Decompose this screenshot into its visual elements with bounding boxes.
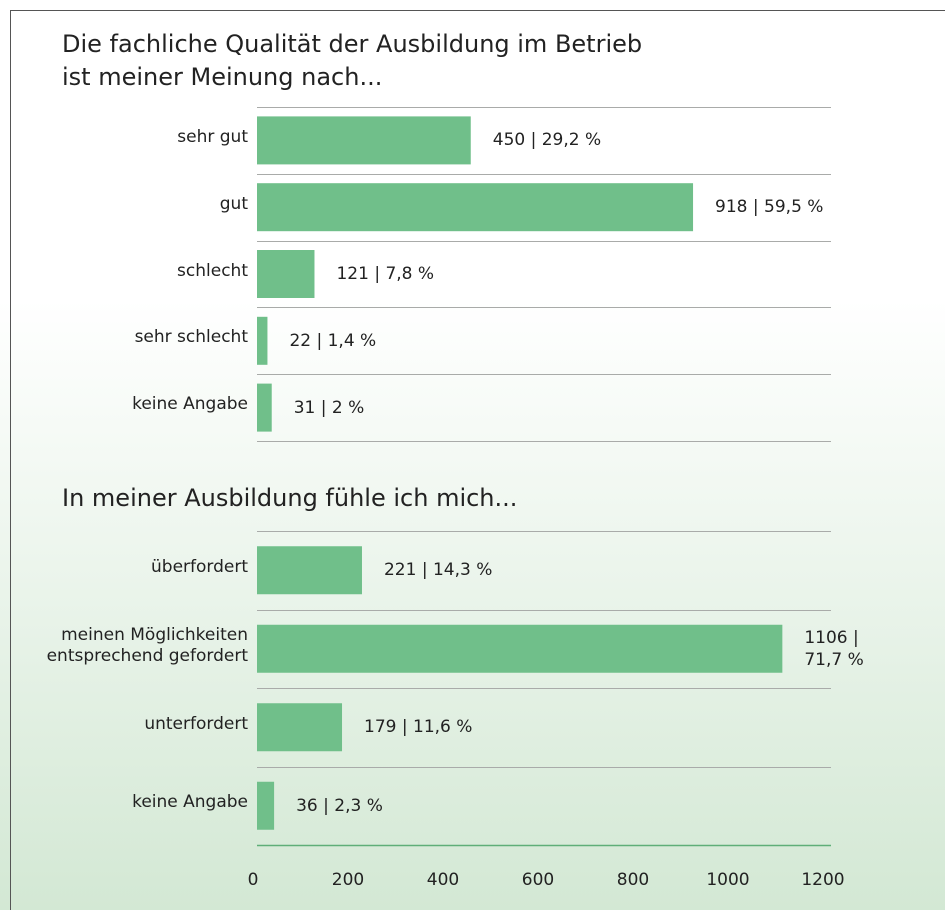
bar	[257, 116, 471, 165]
x-tick-label: 1200	[801, 870, 845, 890]
value-label: 221 | 14,3 %	[383, 560, 493, 581]
x-tick-label: 1000	[706, 870, 750, 890]
x-tick-label: 0	[247, 870, 259, 890]
category-label: schlecht	[177, 260, 248, 281]
value-label: 22 | 1,4 %	[289, 330, 377, 351]
chart-title: Die fachliche Qualität der Ausbildung im…	[62, 30, 643, 91]
x-tick-label: 600	[521, 870, 555, 890]
value-label: 918 | 59,5 %	[715, 197, 824, 218]
bar	[257, 250, 315, 298]
bar	[257, 546, 362, 595]
category-label: überfordert	[151, 556, 248, 577]
bar	[257, 183, 694, 232]
bar	[257, 781, 275, 830]
value-label: 450 | 29,2 %	[492, 130, 602, 151]
value-label: 179 | 11,6 %	[364, 717, 473, 738]
value-label: 31 | 2 %	[293, 397, 365, 418]
value-label: 121 | 7,8 %	[336, 264, 435, 284]
x-tick-label: 800	[616, 870, 650, 890]
bar	[257, 316, 268, 365]
value-label: 36 | 2,3 %	[296, 795, 383, 816]
category-label: gut	[219, 193, 248, 214]
category-label: keine Angabe	[132, 792, 248, 813]
value-label: 1106 | 71,7 %	[804, 627, 864, 670]
category-label: unterfordert	[144, 713, 248, 734]
bar	[257, 703, 343, 752]
category-label: sehr gut	[177, 126, 248, 147]
chart-title: In meiner Ausbildung fühle ich mich...	[62, 484, 518, 512]
x-tick-label: 400	[426, 870, 460, 890]
bar	[257, 624, 783, 673]
bar	[257, 383, 272, 432]
x-tick-label: 200	[331, 870, 365, 890]
category-label: sehr schlecht	[134, 327, 248, 348]
category-label: keine Angabe	[132, 394, 248, 415]
category-label: meinen Möglichkeiten entsprechend geford…	[46, 624, 248, 666]
